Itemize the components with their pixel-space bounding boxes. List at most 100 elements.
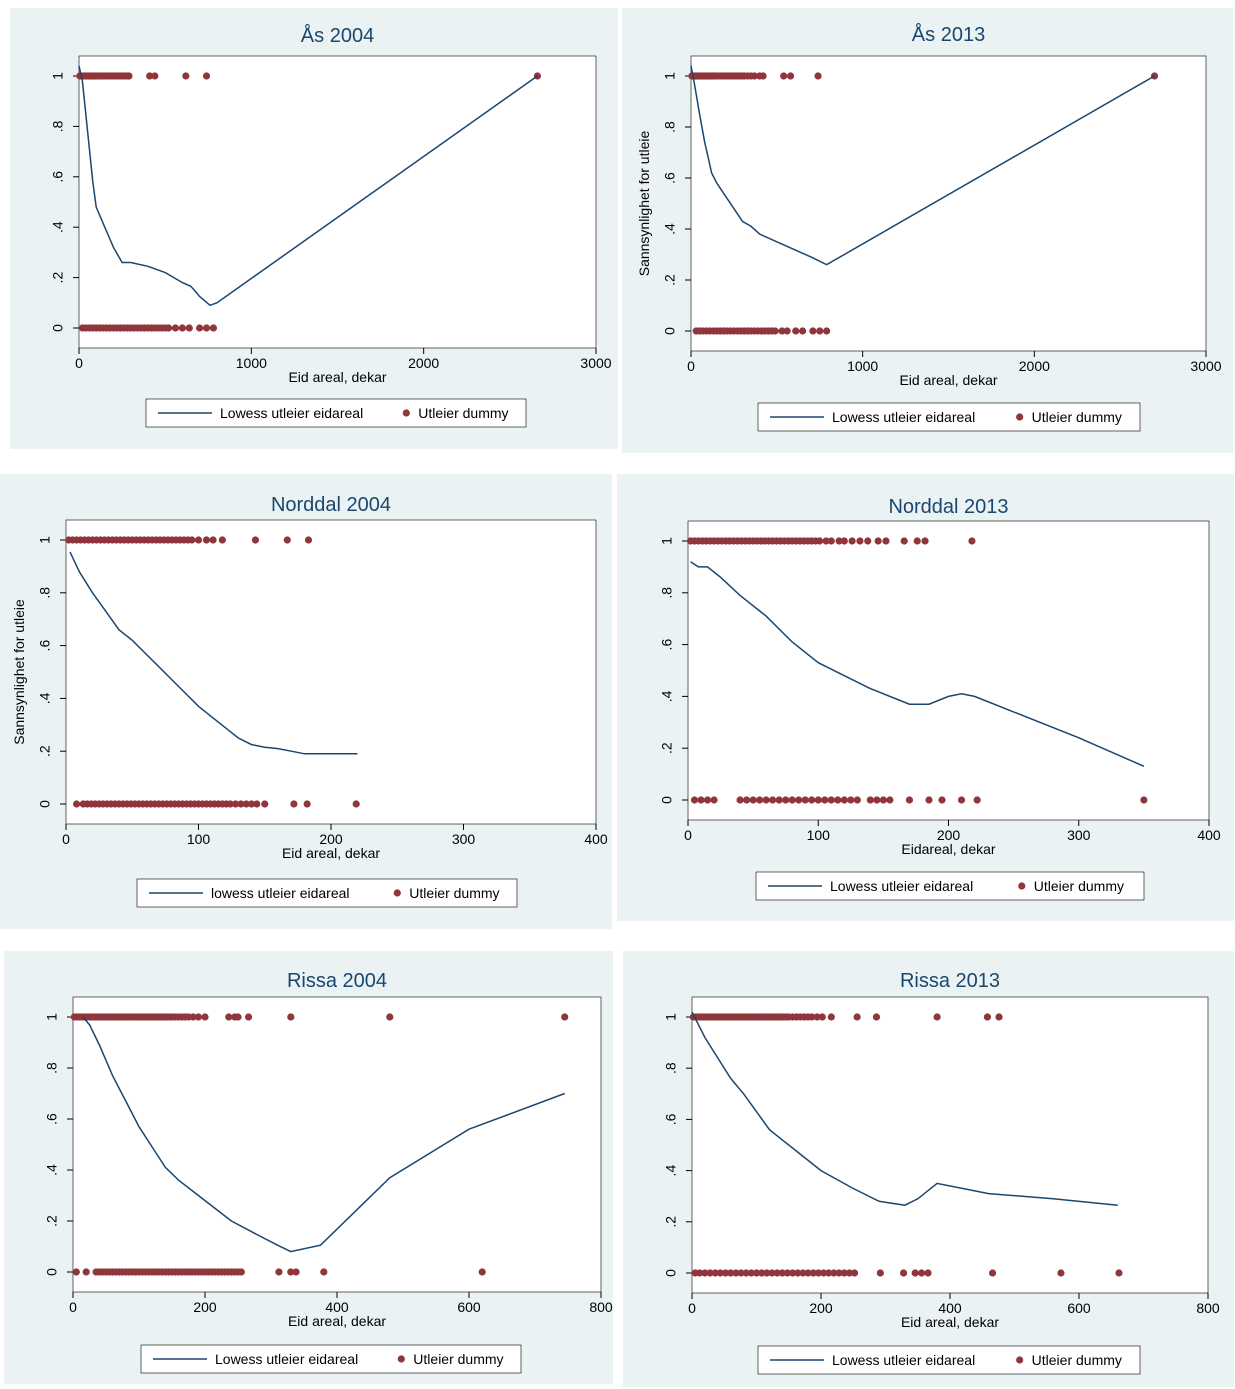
data-point-utleier-0: [825, 1269, 833, 1277]
x-tick-label: 200: [319, 831, 343, 847]
x-tick-label: 100: [807, 827, 831, 843]
chart-svg: Rissa 2013 0 .2 .4 .6 .8 1 0 200 400 600 800 Eid are…: [663, 970, 1220, 1375]
data-point-utleier-0: [752, 1269, 761, 1277]
data-point-utleier-1: [848, 537, 856, 545]
legend-dot-swatch: [1016, 1356, 1024, 1364]
data-point-utleier-1: [759, 72, 767, 80]
data-point-utleier-1: [813, 1013, 821, 1021]
x-tick-label: 100: [187, 831, 211, 847]
chart-title: Rissa 2013: [900, 970, 1000, 992]
x-tick-label: 400: [1197, 827, 1221, 843]
data-point-utleier-0: [876, 1269, 884, 1277]
data-point-utleier-1: [856, 537, 864, 545]
data-point-utleier-0: [758, 1269, 766, 1277]
data-point-utleier-0: [716, 1269, 724, 1277]
data-point-utleier-0: [727, 1269, 735, 1277]
data-point-utleier-0: [72, 1268, 80, 1276]
data-point-utleier-0: [814, 796, 822, 804]
data-point-utleier-0: [737, 1269, 745, 1277]
data-point-utleier-0: [196, 324, 204, 332]
y-tick-label: .4: [662, 223, 678, 235]
data-point-utleier-1: [194, 536, 203, 544]
data-point-utleier-0: [768, 1269, 776, 1277]
data-point-utleier-1: [968, 537, 976, 545]
x-tick-label: 400: [938, 1300, 962, 1316]
y-tick-label: .2: [44, 1215, 60, 1227]
data-point-utleier-1: [933, 1013, 941, 1021]
lowess-line: [691, 1011, 1118, 1206]
data-point-utleier-0: [178, 324, 186, 332]
data-point-utleier-0: [827, 796, 835, 804]
data-point-utleier-1: [835, 537, 843, 545]
y-tick-label: 1: [662, 72, 678, 80]
data-point-utleier-0: [957, 796, 966, 804]
data-point-utleier-0: [925, 796, 933, 804]
data-point-utleier-0: [721, 1269, 730, 1277]
data-point-utleier-0: [918, 1269, 926, 1277]
y-tick-label: .8: [663, 1062, 679, 1074]
chart-svg: Ås 2004 0 .2 .4 .6 .8 1 0 1000 2000 3000 Eid areal,…: [50, 24, 612, 428]
x-axis-label: Eidareal, dekar: [901, 841, 996, 857]
data-point-utleier-0: [352, 800, 360, 808]
data-point-utleier-0: [789, 1269, 797, 1277]
data-point-utleier-1: [815, 537, 824, 545]
data-point-utleier-1: [808, 1013, 816, 1021]
chart-panel-rissa-2013: Rissa 2013 0 .2 .4 .6 .8 1 0 200 400 600 800 Eid are…: [623, 951, 1234, 1387]
data-point-utleier-0: [775, 796, 783, 804]
data-point-utleier-1: [251, 536, 260, 544]
y-tick-label: 1: [659, 537, 675, 545]
y-tick-label: 0: [662, 327, 678, 335]
data-point-utleier-0: [736, 796, 744, 804]
data-point-utleier-1: [818, 1013, 826, 1021]
y-tick-label: 0: [37, 800, 53, 808]
data-point-utleier-0: [819, 1269, 828, 1277]
data-point-utleier-1: [194, 1013, 202, 1021]
data-point-utleier-0: [1115, 1269, 1123, 1277]
chart-panel-as-2013: Ås 2013 0 .2 .4 .6 .8 1 0 1000 2000 3000 Eid areal,…: [622, 8, 1233, 453]
data-point-utleier-0: [792, 327, 800, 335]
data-point-utleier-0: [788, 796, 796, 804]
data-point-utleier-1: [287, 1013, 295, 1021]
y-axis-label: Sannsynlighet for utleie: [636, 131, 652, 277]
data-point-utleier-0: [290, 800, 298, 808]
lowess-line: [78, 65, 538, 307]
data-point-utleier-0: [809, 1269, 817, 1277]
data-point-utleier-0: [783, 1269, 792, 1277]
chart-panel-norddal-2004: Norddal 2004 0 .2 .4 .6 .8 1 0 100 200 300 400 Eid a…: [0, 474, 612, 929]
data-point-utleier-0: [840, 1269, 848, 1277]
data-point-utleier-1: [188, 536, 196, 544]
x-tick-label: 600: [1067, 1300, 1091, 1316]
data-point-utleier-0: [782, 796, 790, 804]
data-point-utleier-0: [795, 796, 803, 804]
y-tick-label: 1: [44, 1013, 60, 1021]
legend-label-lowess: lowess utleier eidareal: [211, 885, 350, 901]
x-tick-label: 3000: [1190, 358, 1221, 374]
legend-label-lowess: Lowess utleier eidareal: [832, 409, 975, 425]
data-point-utleier-1: [561, 1013, 569, 1021]
data-point-utleier-0: [247, 800, 256, 808]
data-point-utleier-0: [762, 796, 770, 804]
chart-svg: Norddal 2004 0 .2 .4 .6 .8 1 0 100 200 300 400 Eid a…: [11, 494, 608, 908]
y-tick-label: .4: [659, 690, 675, 702]
y-tick-label: 0: [44, 1268, 60, 1276]
data-point-utleier-0: [749, 796, 757, 804]
y-tick-label: .4: [663, 1165, 679, 1177]
data-point-utleier-0: [840, 796, 848, 804]
x-tick-label: 2000: [408, 355, 439, 371]
data-point-utleier-0: [261, 800, 269, 808]
data-point-utleier-0: [275, 1268, 283, 1276]
y-tick-label: .8: [662, 121, 678, 133]
chart-svg: Rissa 2004 0 .2 .4 .6 .8 1 0 200 400 600 800 Eid are…: [44, 970, 613, 1374]
chart-svg: Ås 2013 0 .2 .4 .6 .8 1 0 1000 2000 3000 Eid areal,…: [636, 23, 1222, 432]
x-axis-label: Eid areal, dekar: [288, 369, 386, 385]
data-point-utleier-0: [911, 1269, 919, 1277]
x-tick-label: 0: [688, 1300, 696, 1316]
lowess-line: [69, 551, 358, 755]
x-tick-label: 300: [1067, 827, 1091, 843]
legend-label-dummy: Utleier dummy: [1034, 878, 1124, 894]
x-tick-label: 800: [1196, 1300, 1220, 1316]
data-point-utleier-0: [799, 1269, 807, 1277]
data-point-utleier-0: [850, 1269, 859, 1277]
data-point-utleier-0: [697, 796, 705, 804]
y-tick-label: 0: [659, 796, 675, 804]
